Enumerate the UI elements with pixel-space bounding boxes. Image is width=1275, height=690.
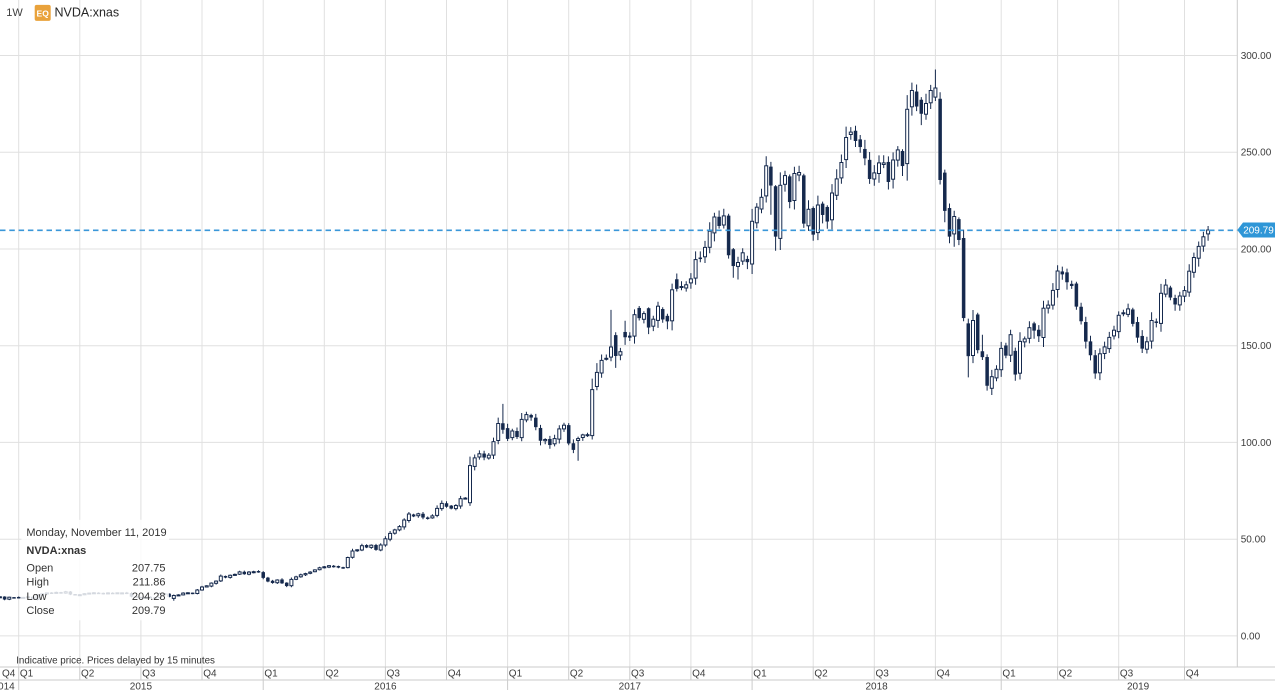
svg-text:Q4: Q4	[448, 669, 462, 680]
svg-text:Q2: Q2	[1059, 669, 1073, 680]
svg-text:300.00: 300.00	[1241, 51, 1272, 62]
svg-text:Q4: Q4	[937, 669, 951, 680]
svg-text:Q2: Q2	[81, 669, 95, 680]
svg-text:Q3: Q3	[387, 669, 401, 680]
svg-text:2019: 2019	[1127, 682, 1150, 690]
svg-text:0.00: 0.00	[1241, 631, 1261, 642]
svg-text:204.28: 204.28	[132, 591, 166, 603]
svg-text:2017: 2017	[619, 682, 642, 690]
svg-text:209.79: 209.79	[132, 605, 166, 617]
svg-text:Indicative price. Prices delay: Indicative price. Prices delayed by 15 m…	[16, 656, 215, 667]
svg-text:Close: Close	[26, 605, 54, 617]
svg-text:2015: 2015	[130, 682, 153, 690]
svg-text:150.00: 150.00	[1241, 341, 1272, 352]
svg-text:Q3: Q3	[876, 669, 890, 680]
svg-text:250.00: 250.00	[1241, 148, 1272, 159]
svg-text:50.00: 50.00	[1241, 535, 1266, 546]
svg-text:211.86: 211.86	[133, 577, 166, 589]
svg-text:Q4: Q4	[692, 669, 706, 680]
svg-text:Q2: Q2	[814, 669, 828, 680]
svg-text:200.00: 200.00	[1241, 245, 1272, 256]
svg-text:Open: Open	[26, 562, 53, 574]
svg-text:209.79: 209.79	[1243, 226, 1274, 237]
svg-text:Q4: Q4	[2, 669, 16, 680]
svg-text:Q3: Q3	[631, 669, 645, 680]
svg-text:Q2: Q2	[570, 669, 584, 680]
svg-text:2016: 2016	[374, 682, 397, 690]
svg-text:Q1: Q1	[753, 669, 767, 680]
svg-text:Q3: Q3	[142, 669, 156, 680]
svg-text:2014: 2014	[0, 682, 15, 690]
svg-text:Low: Low	[26, 591, 46, 603]
svg-text:Q4: Q4	[1186, 669, 1200, 680]
svg-text:1W: 1W	[6, 7, 23, 19]
svg-text:Q4: Q4	[203, 669, 217, 680]
svg-text:Monday, November 11, 2019: Monday, November 11, 2019	[26, 527, 166, 539]
svg-text:High: High	[26, 577, 49, 589]
svg-text:100.00: 100.00	[1241, 438, 1272, 449]
svg-text:EQ: EQ	[37, 8, 50, 18]
svg-text:NVDA:xnas: NVDA:xnas	[26, 545, 86, 557]
svg-text:207.75: 207.75	[132, 562, 166, 574]
svg-text:Q2: Q2	[326, 669, 340, 680]
svg-text:2018: 2018	[865, 682, 888, 690]
svg-text:Q1: Q1	[20, 669, 34, 680]
svg-text:Q3: Q3	[1120, 669, 1134, 680]
svg-text:Q1: Q1	[1002, 669, 1016, 680]
svg-text:NVDA:xnas: NVDA:xnas	[55, 6, 120, 20]
svg-text:Q1: Q1	[264, 669, 278, 680]
svg-text:Q1: Q1	[509, 669, 523, 680]
